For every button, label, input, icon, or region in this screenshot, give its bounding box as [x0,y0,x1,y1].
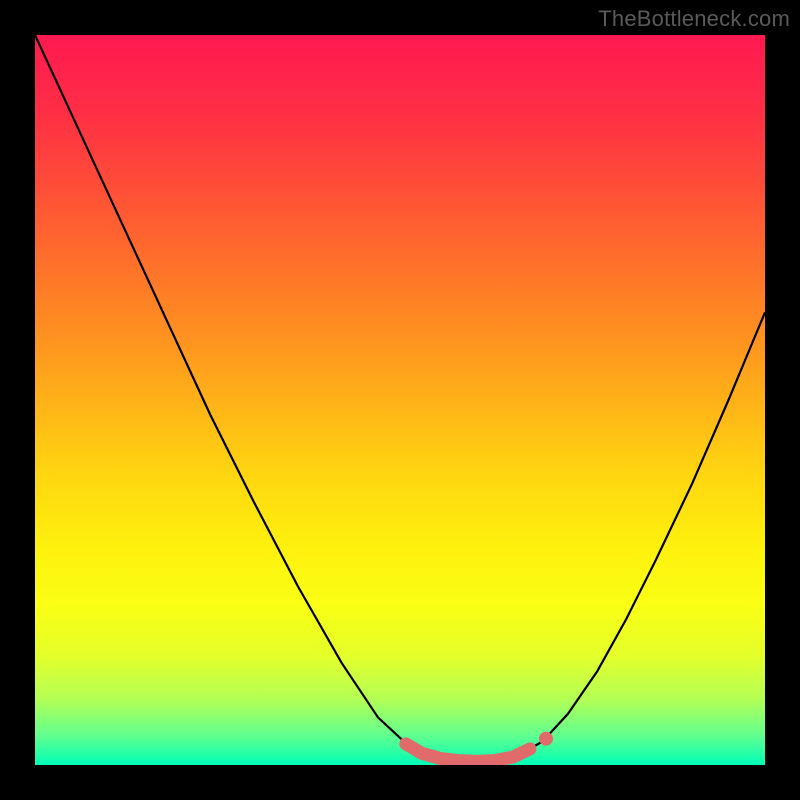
chart-background [35,35,765,765]
chart-plot-area [35,35,765,765]
bottleneck-curve-chart [35,35,765,765]
highlight-dot [539,732,553,746]
watermark-text: TheBottleneck.com [598,6,790,32]
